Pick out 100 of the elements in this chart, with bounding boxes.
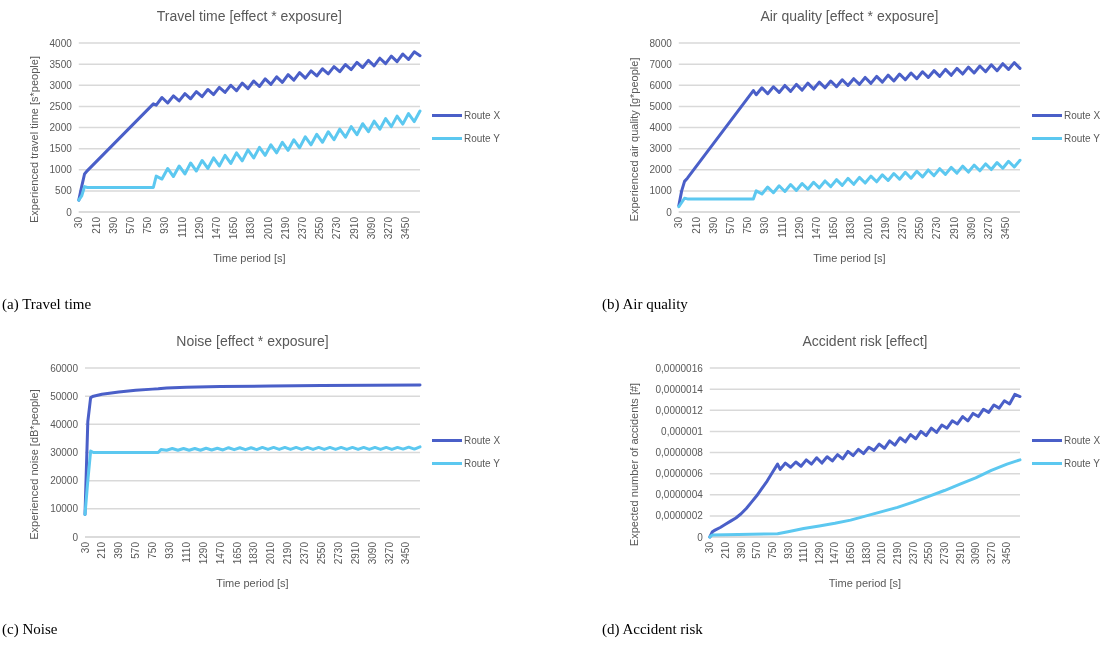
x-tick-label: 570	[124, 216, 136, 234]
y-tick-label: 30000	[50, 447, 79, 458]
x-tick-label: 2190	[279, 216, 291, 240]
x-tick-label: 2910	[348, 216, 360, 240]
line-series	[708, 458, 1022, 539]
y-tick-label: 10000	[50, 503, 79, 515]
x-tick-label: 1650	[231, 541, 243, 565]
x-tick-label: 390	[107, 216, 119, 234]
y-tick-label: 0,0000008	[655, 447, 704, 458]
x-tick-label: 930	[782, 541, 794, 559]
x-tick-label: 2370	[896, 216, 908, 240]
x-tick-label: 1650	[845, 541, 857, 565]
text: (d) Accident risk	[602, 621, 704, 638]
x-tick-label: 2190	[282, 541, 294, 565]
x-axis-title: Time period [s]	[216, 577, 289, 589]
y-tick-label: 0	[72, 531, 79, 543]
x-tick-label: 3450	[400, 541, 412, 565]
y-tick-label: 0,0000006	[655, 468, 704, 480]
y-tick-label: 1000	[49, 164, 73, 176]
x-tick-label: 390	[113, 541, 125, 559]
x-tick-label: 3270	[382, 216, 394, 240]
x-tick-label: 1470	[214, 541, 226, 565]
legend-label: Route Y	[1064, 133, 1101, 144]
x-tick-label: 2010	[265, 541, 277, 565]
y-tick-label: 0,0000002	[655, 510, 704, 522]
legend-label: Route Y	[464, 133, 501, 144]
x-tick-label: 390	[707, 216, 719, 234]
x-tick-label: 1470	[210, 216, 222, 240]
x-tick-label: 2730	[938, 541, 950, 565]
x-tick-label: 2550	[315, 541, 327, 565]
x-tick-label: 390	[735, 541, 747, 559]
y-tick-label: 500	[55, 185, 73, 197]
x-tick-label: 210	[719, 541, 731, 559]
x-tick-label: 2910	[948, 216, 960, 240]
chart-title: Noise [effect * exposure]	[176, 333, 329, 349]
y-tick-label: 0,0000014	[655, 383, 704, 395]
x-tick-label: 2010	[262, 216, 274, 240]
x-tick-label: 30	[704, 541, 716, 554]
y-axis-title: Experienced noise [dB*people]	[28, 389, 40, 540]
x-tick-label: 30	[79, 541, 91, 554]
x-tick-label: 2730	[931, 216, 943, 240]
x-tick-label: 2550	[914, 216, 926, 240]
x-tick-label: 930	[163, 541, 175, 559]
x-tick-label: 3090	[970, 541, 982, 565]
y-tick-label: 2000	[49, 122, 73, 133]
y-tick-label: 0,0000012	[655, 404, 704, 416]
x-tick-label: 1110	[776, 216, 788, 238]
x-tick-label: 2730	[331, 216, 343, 240]
x-tick-label: 2370	[296, 216, 308, 240]
x-tick-label: 570	[751, 541, 763, 559]
x-tick-label: 3450	[400, 216, 412, 240]
y-axis-title: Experienced air quality [g*people]	[628, 57, 640, 222]
x-tick-label: 3090	[366, 541, 378, 565]
x-tick-label: 1110	[176, 216, 188, 238]
x-tick-label: 2370	[299, 541, 311, 565]
text: (c) Noise	[2, 621, 58, 638]
x-tick-label: 1830	[245, 216, 257, 240]
x-tick-label: 750	[766, 541, 778, 559]
x-tick-label: 210	[90, 216, 102, 234]
x-tick-label: 1650	[228, 216, 240, 240]
x-tick-label: 1290	[813, 541, 825, 565]
x-tick-label: 750	[742, 216, 754, 234]
y-tick-label: 3000	[49, 79, 73, 91]
x-tick-label: 210	[690, 216, 702, 234]
x-tick-label: 1110	[180, 541, 192, 563]
chart-title: Accident risk [effect]	[802, 333, 928, 349]
x-axis-title: Time period [s]	[813, 252, 886, 264]
y-tick-label: 2500	[49, 100, 73, 112]
y-axis-title: Experienced travel time [s*people]	[28, 56, 40, 223]
x-tick-label: 30	[73, 216, 85, 229]
x-tick-label: 1470	[810, 216, 822, 240]
y-tick-label: 0,0000016	[655, 362, 704, 374]
x-tick-label: 570	[724, 216, 736, 234]
x-tick-label: 2730	[332, 541, 344, 565]
x-tick-label: 1830	[845, 216, 857, 240]
y-tick-label: 8000	[649, 37, 673, 49]
x-tick-label: 3090	[965, 216, 977, 240]
chart-title: Travel time [effect * exposure]	[156, 8, 342, 24]
y-tick-label: 6000	[649, 79, 673, 91]
line-series	[77, 109, 422, 202]
line-series	[83, 445, 422, 516]
y-tick-label: 5000	[649, 100, 673, 112]
y-tick-label: 2000	[649, 164, 673, 176]
x-tick-label: 3270	[982, 216, 994, 240]
x-tick-label: 1830	[860, 541, 872, 565]
x-tick-label: 2550	[314, 216, 326, 240]
x-tick-label: 30	[673, 216, 685, 229]
chart-title: Air quality [effect * exposure]	[760, 8, 939, 24]
x-tick-label: 570	[130, 541, 142, 559]
y-tick-label: 0	[66, 206, 73, 218]
x-tick-label: 2370	[907, 541, 919, 565]
x-tick-label: 1290	[197, 541, 209, 565]
y-tick-label: 4000	[649, 122, 673, 133]
x-tick-label: 1290	[793, 216, 805, 240]
x-axis-title: Time period [s]	[828, 577, 902, 589]
text: (a) Travel time	[2, 296, 92, 313]
x-tick-label: 1830	[248, 541, 260, 565]
x-tick-label: 2010	[876, 541, 888, 565]
x-tick-label: 930	[159, 216, 171, 234]
x-tick-label: 1110	[798, 541, 810, 563]
